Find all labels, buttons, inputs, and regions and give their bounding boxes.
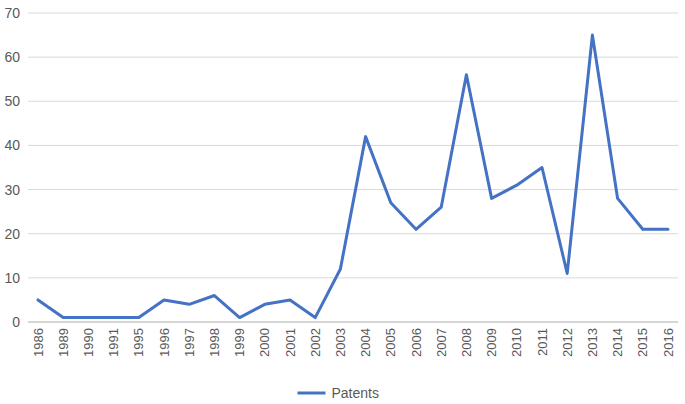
x-tick-label: 2005 xyxy=(383,328,398,357)
y-tick-label: 10 xyxy=(4,270,20,286)
y-tick-label: 20 xyxy=(4,226,20,242)
x-tick-label: 1997 xyxy=(182,328,197,357)
legend: Patents xyxy=(298,385,379,401)
x-tick-label: 2013 xyxy=(585,328,600,357)
x-tick-label: 1990 xyxy=(81,328,96,357)
plot-area xyxy=(38,35,668,318)
x-tick-label: 1991 xyxy=(106,328,121,357)
x-tick-label: 2012 xyxy=(560,328,575,357)
y-tick-label: 40 xyxy=(4,137,20,153)
grid-line xyxy=(28,277,678,278)
x-tick-label: 1998 xyxy=(207,328,222,357)
x-tick-label: 2009 xyxy=(484,328,499,357)
y-tick-label: 60 xyxy=(4,49,20,65)
grid-line xyxy=(28,13,678,14)
grid-line xyxy=(28,57,678,58)
legend-swatch xyxy=(298,392,326,395)
grid-line xyxy=(28,322,678,323)
x-tick-label: 2001 xyxy=(283,328,298,357)
grid-line xyxy=(28,101,678,102)
x-tick-label: 1989 xyxy=(56,328,71,357)
x-tick-label: 1996 xyxy=(157,328,172,357)
series-line xyxy=(38,35,668,318)
x-tick-label: 2000 xyxy=(257,328,272,357)
x-axis-line xyxy=(28,322,678,323)
y-tick-label: 30 xyxy=(4,182,20,198)
y-tick-label: 0 xyxy=(12,314,20,330)
x-tick-label: 2006 xyxy=(409,328,424,357)
x-tick-label: 1995 xyxy=(131,328,146,357)
x-tick-label: 1999 xyxy=(232,328,247,357)
x-tick-label: 2011 xyxy=(535,328,550,356)
x-tick-label: 2003 xyxy=(333,328,348,357)
grid-line xyxy=(28,233,678,234)
x-tick-label: 2004 xyxy=(358,328,373,357)
chart: 0 10 20 30 40 50 60 70 1986 1989 1990 1991 1995 1996 1… xyxy=(0,0,685,404)
x-tick-label: 2015 xyxy=(635,328,650,357)
x-tick-label: 2008 xyxy=(459,328,474,357)
y-tick-label: 70 xyxy=(4,5,20,21)
y-tick-label: 50 xyxy=(4,93,20,109)
x-tick-label: 2002 xyxy=(308,328,323,357)
x-tick-label: 2014 xyxy=(610,328,625,357)
legend-label: Patents xyxy=(332,385,379,401)
x-tick-label: 2010 xyxy=(509,328,524,357)
grid-line xyxy=(28,189,678,190)
x-tick-label: 2007 xyxy=(434,328,449,357)
x-tick-label: 1986 xyxy=(31,328,46,357)
x-tick-label: 2016 xyxy=(661,328,676,357)
